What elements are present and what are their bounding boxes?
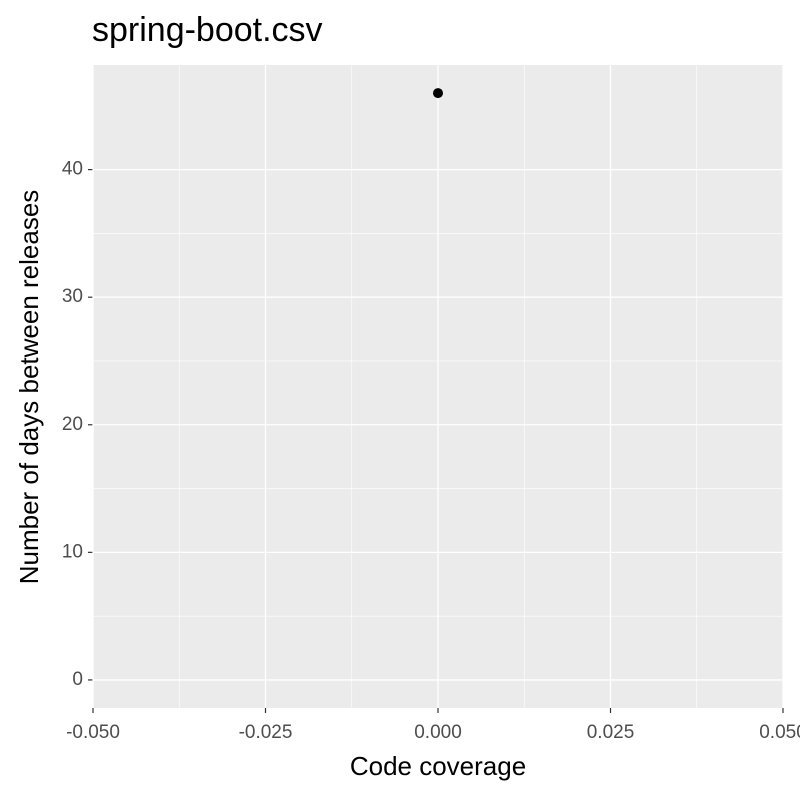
y-tick-label: 30 [62,286,83,307]
x-tick-label: 0.000 [414,722,462,743]
y-axis-title: Number of days between releases [14,190,44,585]
chart-title: spring-boot.csv [92,11,323,49]
x-tick-label: 0.050 [759,722,800,743]
y-tick-label: 0 [72,669,83,690]
x-tick-label: 0.025 [587,722,635,743]
y-tick-label: 10 [62,541,83,562]
y-tick-label: 40 [62,159,83,180]
x-tick-label: -0.025 [239,722,293,743]
x-tick-label: -0.050 [66,722,120,743]
x-axis-title: Code coverage [350,751,526,781]
point [433,88,443,99]
y-tick-label: 20 [62,414,83,435]
